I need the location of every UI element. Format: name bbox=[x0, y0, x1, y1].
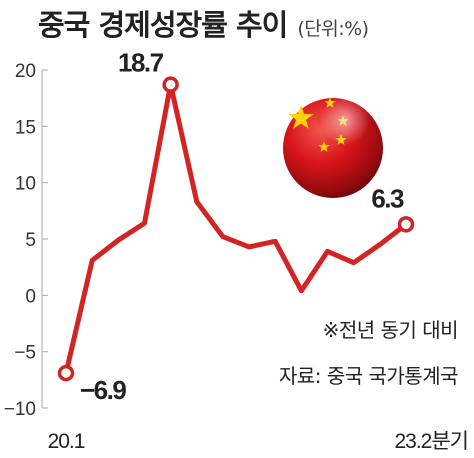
data-point-marker bbox=[397, 216, 415, 233]
y-tick-label: 5 bbox=[25, 230, 36, 251]
x-tick-label-end: 23.2분기 bbox=[394, 430, 468, 453]
x-axis: 20.1 23.2분기 bbox=[48, 430, 469, 453]
y-tick-label: 10 bbox=[15, 174, 36, 195]
growth-rate-line bbox=[63, 82, 409, 376]
y-axis: 20 15 10 5 0 −5 −10 bbox=[4, 61, 48, 420]
china-flag-sphere-icon bbox=[283, 97, 383, 198]
y-tick-label: 20 bbox=[15, 61, 36, 82]
data-label: 6.3 bbox=[371, 183, 404, 213]
chart-header: 중국 경제성장률 추이 (단위:%) bbox=[38, 2, 369, 46]
data-label: 18.7 bbox=[118, 48, 164, 78]
data-label: −6.9 bbox=[80, 375, 126, 405]
source-note: 자료: 중국 국가통계국 bbox=[279, 364, 458, 388]
y-tick-label: −10 bbox=[4, 399, 36, 420]
chart-title: 중국 경제성장률 추이 bbox=[38, 8, 288, 42]
unit-label: (단위:%) bbox=[297, 18, 369, 40]
y-tick-label: 15 bbox=[15, 117, 36, 138]
data-point-marker bbox=[57, 364, 75, 382]
data-point-markers bbox=[57, 76, 415, 382]
y-tick-label: 0 bbox=[25, 286, 36, 307]
basis-note: ※전년 동기 대비 bbox=[323, 318, 458, 342]
x-tick-label-start: 20.1 bbox=[48, 430, 85, 453]
data-point-marker bbox=[162, 76, 179, 93]
data-labels: −6.9 18.7 6.3 bbox=[80, 48, 406, 405]
y-tick-label: −5 bbox=[14, 343, 36, 364]
